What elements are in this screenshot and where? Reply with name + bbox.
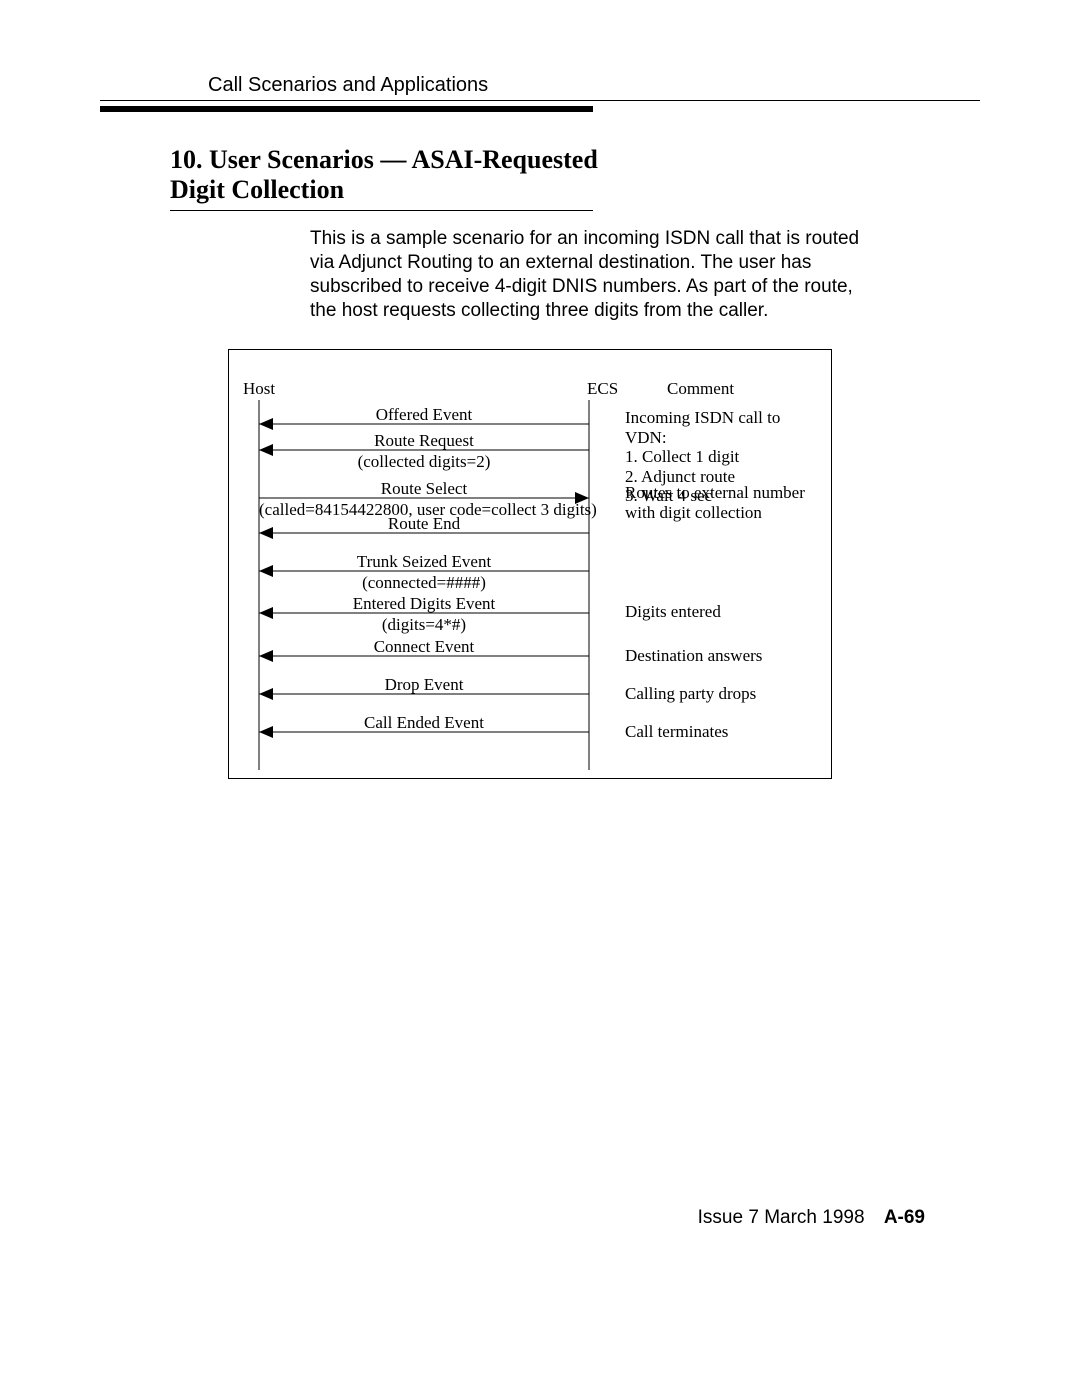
diagram-header-host: Host: [243, 380, 275, 398]
running-head: Call Scenarios and Applications: [208, 74, 488, 97]
diagram-comment: Call terminates: [625, 722, 815, 742]
intro-paragraph: This is a sample scenario for an incomin…: [310, 227, 875, 324]
message-label: Entered Digits Event: [259, 595, 589, 613]
message-label: Route Select: [259, 480, 589, 498]
message-sublabel: (digits=4*#): [259, 616, 589, 634]
message-sublabel: (connected=####): [259, 574, 589, 592]
message-label: Offered Event: [259, 406, 589, 424]
diagram-header-comment: Comment: [667, 380, 734, 398]
diagram-comment: Routes to external numberwith digit coll…: [625, 483, 815, 522]
heading-line-2: Digit Collection: [170, 175, 344, 204]
top-rule-thick: [100, 106, 593, 112]
section-heading: 10. User Scenarios — ASAI-Requested Digi…: [170, 145, 610, 205]
message-label: Drop Event: [259, 676, 589, 694]
sequence-diagram: Host ECS Comment Offered Event Route Requ…: [228, 349, 832, 779]
diagram-header-ecs: ECS: [587, 380, 618, 398]
page-footer: Issue 7 March 1998 A-69: [698, 1207, 925, 1229]
message-sublabel: (collected digits=2): [259, 453, 589, 471]
diagram-comment: Destination answers: [625, 646, 815, 666]
page-root: Call Scenarios and Applications 10. User…: [0, 0, 1080, 1397]
message-label: Route Request: [259, 432, 589, 450]
diagram-comment: Digits entered: [625, 602, 815, 622]
heading-line-1: 10. User Scenarios — ASAI-Requested: [170, 145, 598, 174]
footer-page-number: A-69: [884, 1207, 925, 1228]
message-label: Connect Event: [259, 638, 589, 656]
footer-issue: Issue 7 March 1998: [698, 1207, 865, 1228]
message-label: Route End: [259, 515, 589, 533]
heading-underline: [170, 210, 593, 211]
top-rule-thin: [100, 100, 980, 101]
message-label: Trunk Seized Event: [259, 553, 589, 571]
message-label: Call Ended Event: [259, 714, 589, 732]
diagram-comment: Calling party drops: [625, 684, 815, 704]
